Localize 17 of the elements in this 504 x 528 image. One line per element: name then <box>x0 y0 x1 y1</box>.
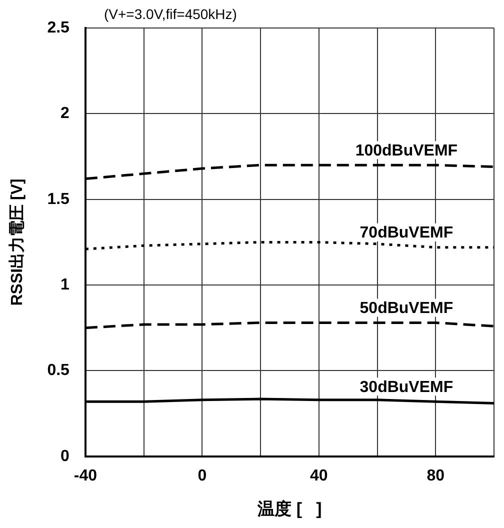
series-label: 70dBuVEMF <box>360 224 454 242</box>
x-axis-title: 温度 [ ] <box>256 499 322 518</box>
series-label: 30dBuVEMF <box>360 378 454 396</box>
series-label: 100dBuVEMF <box>355 142 458 160</box>
x-tick-label: 0 <box>198 467 207 484</box>
y-tick-label: 1.5 <box>47 190 70 208</box>
x-tick-label: 40 <box>310 467 328 484</box>
y-tick-label: 2 <box>60 105 70 122</box>
y-tick-label: 2.5 <box>47 19 70 36</box>
x-tick-label: 80 <box>426 467 445 484</box>
series-label: 50dBuVEMF <box>360 300 454 318</box>
y-axis-title: RSSI出力電圧 [V] <box>8 178 26 306</box>
chart-subtitle: (V+=3.0V,fif=450kHz) <box>104 6 237 22</box>
y-tick-label: 0.5 <box>47 362 70 380</box>
x-tick-label: -40 <box>74 467 98 484</box>
y-tick-label: 0 <box>60 448 70 465</box>
y-tick-label: 1 <box>60 276 70 294</box>
